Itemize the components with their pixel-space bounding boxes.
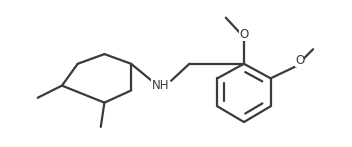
Text: O: O xyxy=(239,28,249,41)
Text: O: O xyxy=(295,54,304,67)
Text: NH: NH xyxy=(151,79,169,92)
